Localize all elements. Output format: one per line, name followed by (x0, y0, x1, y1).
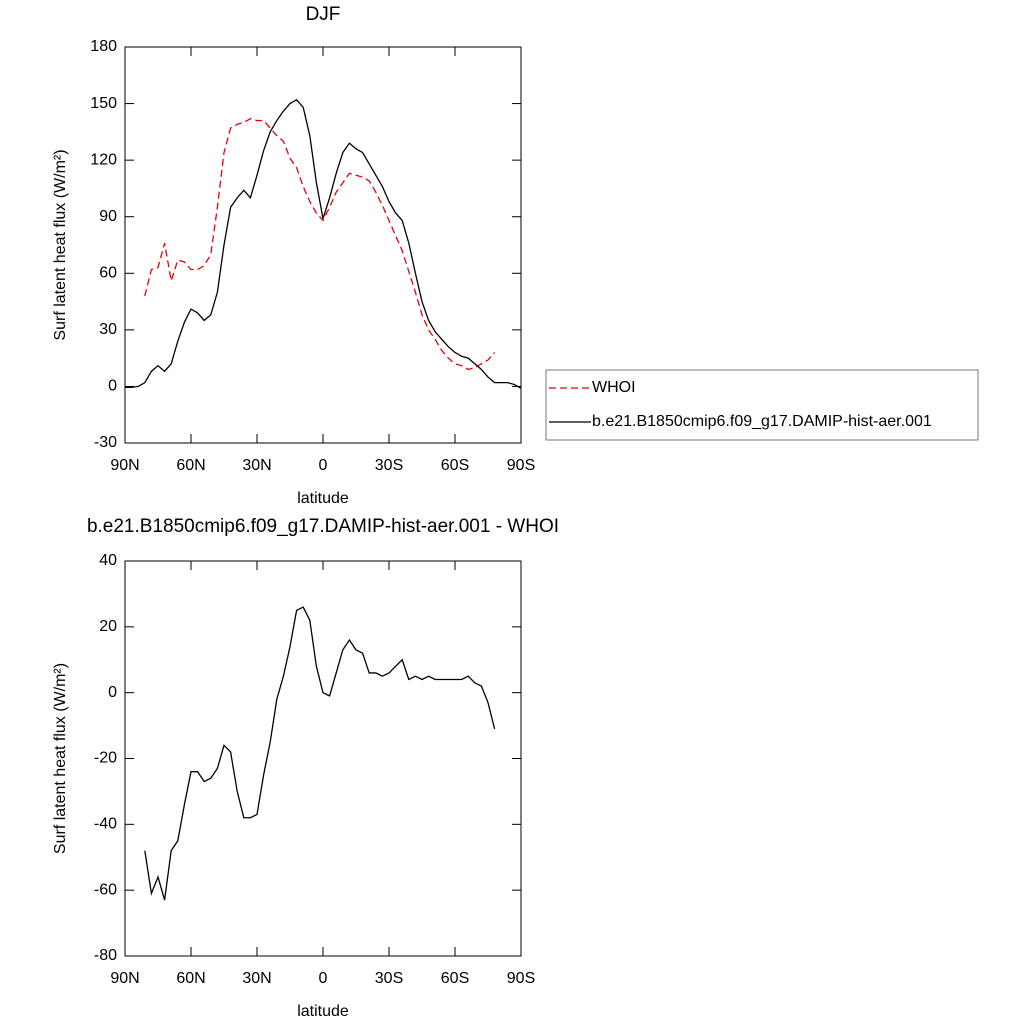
y-tick-label: 120 (90, 151, 117, 168)
x-tick-label: 0 (319, 457, 328, 474)
y-tick-label: 0 (108, 684, 117, 701)
line (144, 606, 496, 901)
chart-title: b.e21.B1850cmip6.f09_g17.DAMIP-hist-aer.… (87, 516, 559, 537)
x-tick-label: 60N (176, 457, 205, 474)
y-tick-label: 180 (90, 38, 117, 55)
plot-frame (124, 46, 522, 444)
x-tick-label: 30N (242, 457, 271, 474)
x-tick-label: 90S (507, 457, 535, 474)
y-tick-label: -80 (94, 947, 117, 964)
x-tick-label: 0 (319, 970, 328, 987)
x-tick-label: 30S (375, 970, 403, 987)
y-axis-label: Surf latent heat flux (W/m²) (52, 663, 69, 854)
line (144, 117, 496, 371)
y-tick-label: -30 (94, 434, 117, 451)
chart-title: DJF (306, 4, 341, 25)
x-tick-label: 90S (507, 970, 535, 987)
x-tick-label: 90N (110, 457, 139, 474)
x-axis-label: latitude (297, 1003, 349, 1020)
x-tick-label: 30S (375, 457, 403, 474)
y-tick-label: 30 (99, 321, 117, 338)
line (125, 98, 522, 389)
x-axis-label: latitude (297, 490, 349, 507)
y-tick-label: 150 (90, 95, 117, 112)
y-tick-label: 40 (99, 552, 117, 569)
y-tick-label: 0 (108, 378, 117, 395)
legend-box (545, 369, 979, 441)
x-tick-label: 60N (176, 970, 205, 987)
y-tick-label: -60 (94, 881, 117, 898)
legend-label: WHOI (592, 379, 636, 396)
y-tick-label: -20 (94, 750, 117, 767)
y-tick-label: 90 (99, 208, 117, 225)
legend-label: b.e21.B1850cmip6.f09_g17.DAMIP-hist-aer.… (592, 413, 932, 430)
y-axis-label: Surf latent heat flux (W/m²) (52, 149, 69, 340)
x-tick-label: 90N (110, 970, 139, 987)
x-tick-label: 30N (242, 970, 271, 987)
y-tick-label: 20 (99, 618, 117, 635)
y-tick-label: -40 (94, 816, 117, 833)
x-tick-label: 60S (441, 970, 469, 987)
y-tick-label: 60 (99, 265, 117, 282)
plot-frame (124, 560, 522, 957)
x-tick-label: 60S (441, 457, 469, 474)
